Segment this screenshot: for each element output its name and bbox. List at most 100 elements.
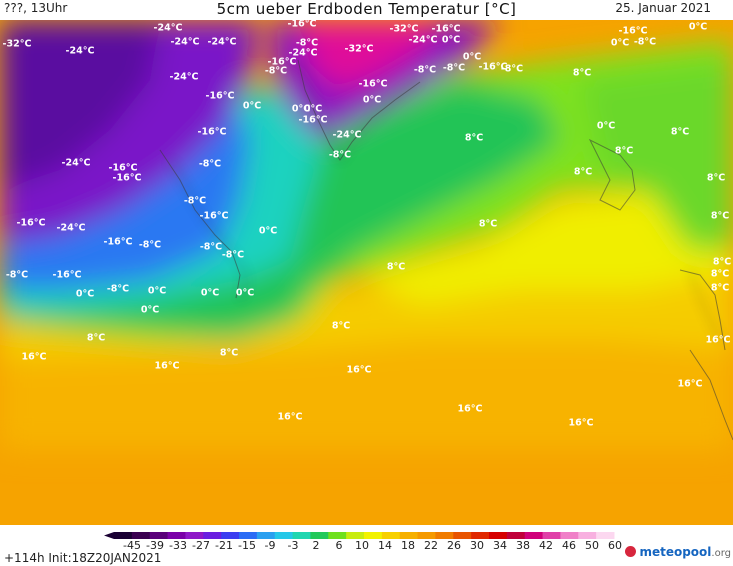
colorbar-swatch bbox=[185, 532, 204, 539]
field-greenland-core bbox=[300, 20, 440, 90]
brand-name: meteopool bbox=[639, 545, 712, 559]
temperature-label: -16°C bbox=[198, 127, 227, 138]
temperature-label: -8°C bbox=[6, 270, 28, 281]
temperature-label: -16°C bbox=[200, 211, 229, 222]
temperature-label: 0°C bbox=[611, 38, 629, 49]
temperature-label: -32°C bbox=[345, 44, 374, 55]
colorbar-swatch bbox=[167, 532, 186, 539]
temperature-label: -24°C bbox=[208, 37, 237, 48]
colorbar-swatch bbox=[274, 532, 294, 539]
temperature-label: -16°C bbox=[299, 115, 328, 126]
temperature-label: 0°C bbox=[442, 35, 460, 46]
temperature-label: 8°C bbox=[87, 333, 105, 344]
colorbar-swatch bbox=[578, 532, 597, 539]
temperature-label: 16°C bbox=[678, 379, 703, 390]
temperature-label: 16°C bbox=[278, 412, 303, 423]
temperature-label: 8°C bbox=[465, 133, 483, 144]
colorbar-swatch bbox=[310, 532, 329, 539]
temperature-label: -8°C bbox=[265, 66, 287, 77]
temperature-label: -16°C bbox=[113, 173, 142, 184]
temperature-label: 0°C bbox=[243, 101, 261, 112]
temperature-label: 0°C bbox=[304, 104, 322, 115]
colorbar-swatch bbox=[542, 532, 561, 539]
field-violet bbox=[0, 20, 160, 190]
temperature-label: -8°C bbox=[199, 159, 221, 170]
temperature-label: -8°C bbox=[200, 242, 222, 253]
temperature-label: 16°C bbox=[22, 352, 47, 363]
temperature-label: 0°C bbox=[463, 52, 481, 63]
temperature-label: -24°C bbox=[154, 23, 183, 34]
colorbar-tick-label: 18 bbox=[401, 539, 415, 552]
colorbar-tick-label: 42 bbox=[539, 539, 553, 552]
temperature-label: 0°C bbox=[236, 288, 254, 299]
temperature-label: 8°C bbox=[615, 146, 633, 157]
temperature-label: -16°C bbox=[109, 163, 138, 174]
temperature-label: -24°C bbox=[289, 48, 318, 59]
temperature-label: -8°C bbox=[329, 150, 351, 161]
colorbar-tick-label: -21 bbox=[215, 539, 233, 552]
colorbar-swatch bbox=[292, 532, 311, 539]
colorbar-tick-label: 6 bbox=[335, 539, 343, 552]
temperature-label: 8°C bbox=[713, 257, 731, 268]
coast-greenland-line bbox=[297, 59, 421, 161]
temperature-label: -24°C bbox=[66, 46, 95, 57]
temperature-label: 16°C bbox=[458, 404, 483, 415]
temperature-label: -8°C bbox=[222, 250, 244, 261]
colorbar-tick-label: -27 bbox=[192, 539, 210, 552]
colorbar-swatch bbox=[596, 532, 615, 539]
temperature-label: 0°C bbox=[76, 289, 94, 300]
temperature-label: 8°C bbox=[387, 262, 405, 273]
colorbar-tick-label: 26 bbox=[447, 539, 461, 552]
temperature-label: 8°C bbox=[479, 219, 497, 230]
colorbar-tick-label: 2 bbox=[312, 539, 320, 552]
field-europe bbox=[580, 60, 733, 250]
temperature-label: 16°C bbox=[155, 361, 180, 372]
temperature-label: 0°C bbox=[292, 104, 310, 115]
colorbar-swatch bbox=[453, 532, 472, 539]
colorbar-swatch bbox=[471, 532, 490, 539]
temperature-label: -16°C bbox=[17, 218, 46, 229]
temperature-label: -24°C bbox=[62, 158, 91, 169]
temperature-label: -16°C bbox=[268, 57, 297, 68]
temperature-label: -16°C bbox=[479, 62, 508, 73]
chart-header: ???, 13Uhr 5cm ueber Erdboden Temperatur… bbox=[0, 0, 733, 20]
temperature-label: -24°C bbox=[170, 72, 199, 83]
colorbar-swatch bbox=[328, 532, 347, 539]
colorbar-swatch bbox=[256, 532, 276, 539]
temperature-label: -16°C bbox=[288, 20, 317, 30]
brand-logo[interactable]: meteopool.org bbox=[625, 545, 731, 559]
colorbar-swatch bbox=[524, 532, 544, 539]
temperature-label: -24°C bbox=[57, 223, 86, 234]
temperature-label: 8°C bbox=[711, 211, 729, 222]
temperature-label: 0°C bbox=[141, 305, 159, 316]
colorbar-swatch bbox=[131, 532, 151, 539]
colorbar-tick-label: 50 bbox=[585, 539, 599, 552]
logo-dot-icon bbox=[625, 546, 637, 557]
temperature-label: -16°C bbox=[432, 24, 461, 35]
temperature-label: 0°C bbox=[148, 286, 166, 297]
temperature-label: -8°C bbox=[296, 38, 318, 49]
temperature-label: -8°C bbox=[184, 196, 206, 207]
colorbar-tick-label: 30 bbox=[470, 539, 484, 552]
temperature-label: 16°C bbox=[569, 418, 594, 429]
temperature-label: 0°C bbox=[259, 226, 277, 237]
temperature-label: 8°C bbox=[671, 127, 689, 138]
temperature-label: 8°C bbox=[711, 269, 729, 280]
temperature-label: 8°C bbox=[707, 173, 725, 184]
coast-iberia-line bbox=[679, 269, 726, 351]
colorbar-swatch bbox=[435, 532, 454, 539]
colorbar-swatch bbox=[239, 532, 258, 539]
colorbar-swatch bbox=[203, 532, 222, 539]
colorbar-tick-label: -15 bbox=[238, 539, 256, 552]
init-time: +114h Init:18Z20JAN2021 bbox=[4, 551, 162, 565]
colorbar-swatch bbox=[506, 532, 526, 539]
temperature-label: -8°C bbox=[501, 64, 523, 75]
colorbar-tick-label: -33 bbox=[169, 539, 187, 552]
brand-suffix: .org bbox=[711, 548, 731, 559]
temperature-label: 8°C bbox=[220, 348, 238, 359]
colorbar-tick-label: 22 bbox=[424, 539, 438, 552]
temperature-label: -8°C bbox=[414, 65, 436, 76]
temperature-label: -24°C bbox=[171, 37, 200, 48]
temperature-label: -16°C bbox=[104, 237, 133, 248]
colorbar-swatch bbox=[364, 532, 383, 539]
